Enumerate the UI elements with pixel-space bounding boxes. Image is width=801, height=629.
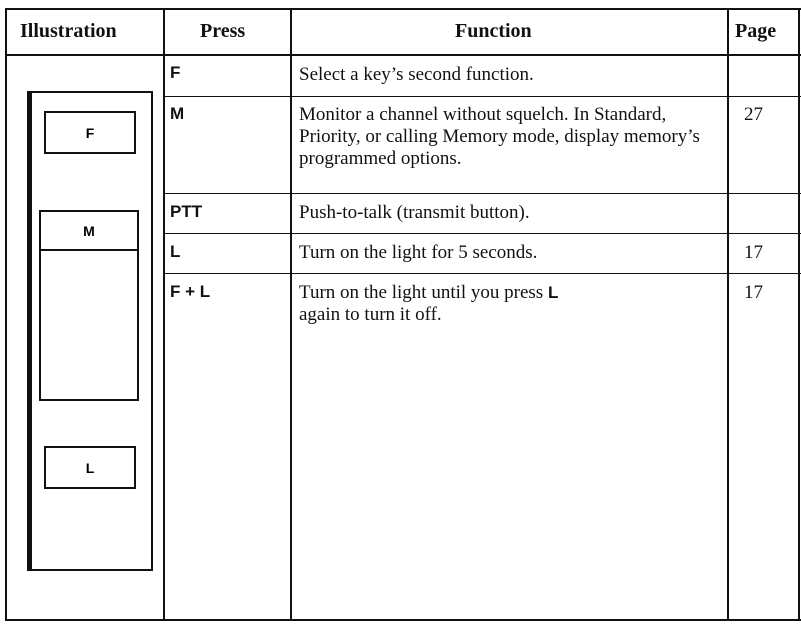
header-cell: Function [455,20,532,42]
rule [163,8,165,621]
header-cell: Press [200,20,246,42]
page-number: 27 [744,104,763,125]
rule [163,96,801,97]
radio-outline [27,91,153,571]
press: F + L [170,282,211,301]
rule [5,54,801,56]
rule [163,233,801,234]
rule [163,193,801,194]
header-cell: Page [735,20,777,42]
function-key: L [547,283,559,302]
function-text: Turn on the light until you press [299,282,544,303]
function: Select a key’s second function. [299,64,534,85]
rule [163,273,801,274]
rule [798,8,800,621]
key-label: F [86,125,95,141]
rule [727,8,729,621]
press: L [170,242,181,261]
key-l [44,446,136,489]
key-m [39,210,139,401]
page-number: 17 [744,282,763,303]
function-text: again to turn it off. [299,304,442,325]
press: PTT [170,202,203,221]
key-label: M [83,223,95,239]
rule [5,619,801,621]
key-f [44,111,136,154]
press: M [170,104,185,123]
rule [5,8,801,10]
press: F [170,63,181,82]
header-cell: Illustration [20,20,117,42]
function: Push-to-talk (transmit button). [299,202,530,223]
function: Turn on the light for 5 seconds. [299,242,538,263]
illustration: F M L [27,91,153,571]
rule [290,8,292,621]
function: Monitor a channel without squelch. In St… [299,104,700,169]
rule [5,8,7,621]
key-label: L [86,460,95,476]
page-number: 17 [744,242,763,263]
